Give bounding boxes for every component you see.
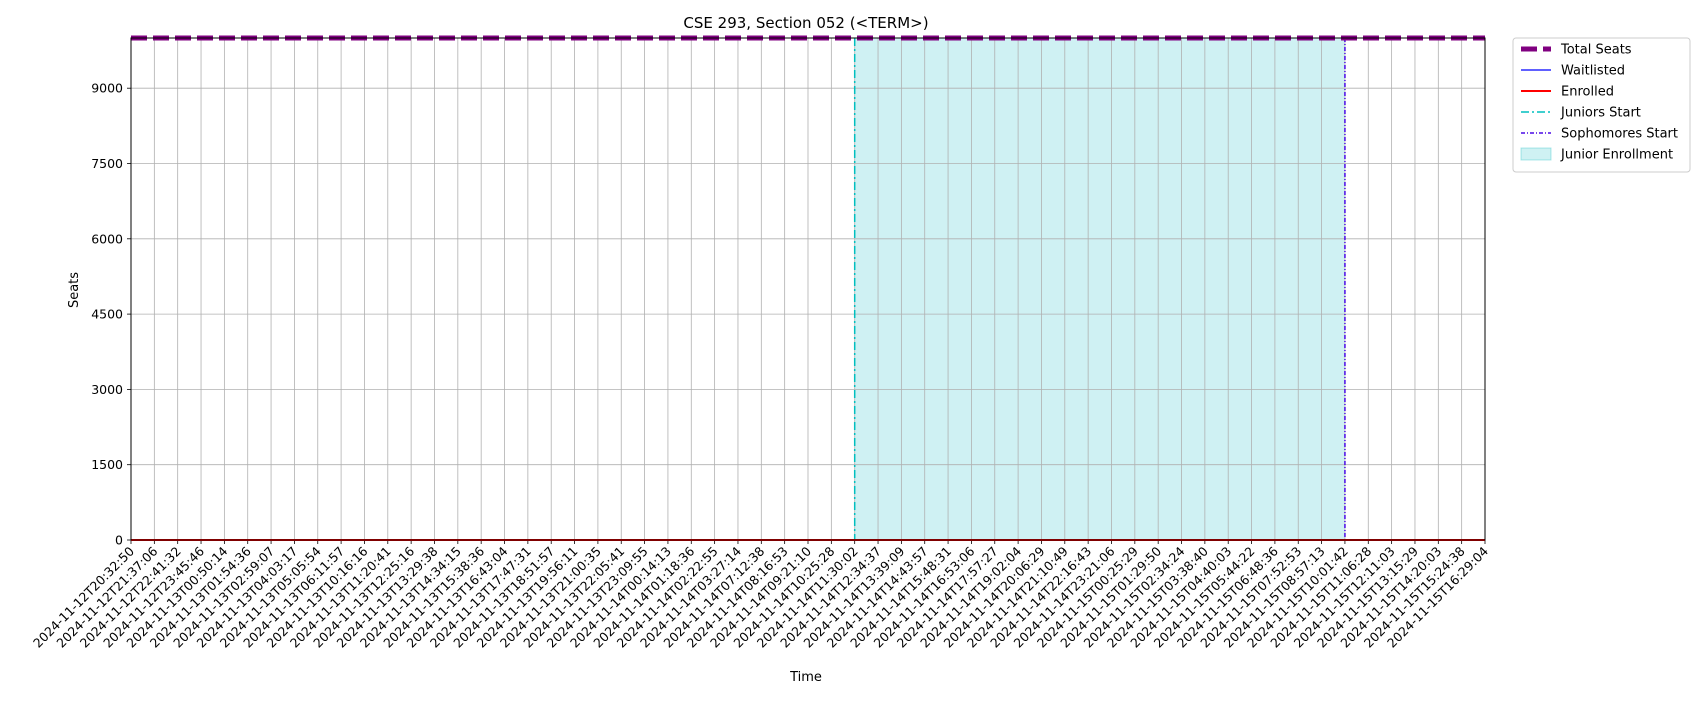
legend-label-juniors-start: Juniors Start xyxy=(1560,106,1641,121)
legend-label-waitlisted: Waitlisted xyxy=(1561,64,1625,79)
y-tick-label: 7500 xyxy=(91,156,123,171)
chart-title: CSE 293, Section 052 (<TERM>) xyxy=(683,14,928,32)
axes-frame xyxy=(130,37,1486,541)
y-tick-label: 4500 xyxy=(91,307,123,322)
y-tick-label: 3000 xyxy=(91,382,123,397)
y-tick-label: 6000 xyxy=(91,231,123,246)
y-tick-label: 9000 xyxy=(91,81,123,96)
y-tick-label: 0 xyxy=(115,533,123,548)
y-axis-label: Seats xyxy=(67,272,82,308)
legend-box xyxy=(1512,37,1691,173)
legend-label-junior-enrollment: Junior Enrollment xyxy=(1560,148,1673,163)
legend-label-sophomores-start: Sophomores Start xyxy=(1561,127,1678,142)
legend-label-enrolled: Enrolled xyxy=(1561,85,1614,100)
legend-swatch-junior-enrollment xyxy=(1520,147,1552,161)
x-axis-label: Time xyxy=(789,670,822,685)
legend: Total Seats Waitlisted Enrolled Juniors Sta… xyxy=(1512,37,1691,173)
junior-enrollment-span xyxy=(854,38,1345,540)
plot-area: 2024-11-12T20:32:502024-11-12T21:37:0620… xyxy=(30,35,1491,651)
legend-label-total-seats: Total Seats xyxy=(1560,43,1632,58)
y-tick-label: 1500 xyxy=(91,457,123,472)
